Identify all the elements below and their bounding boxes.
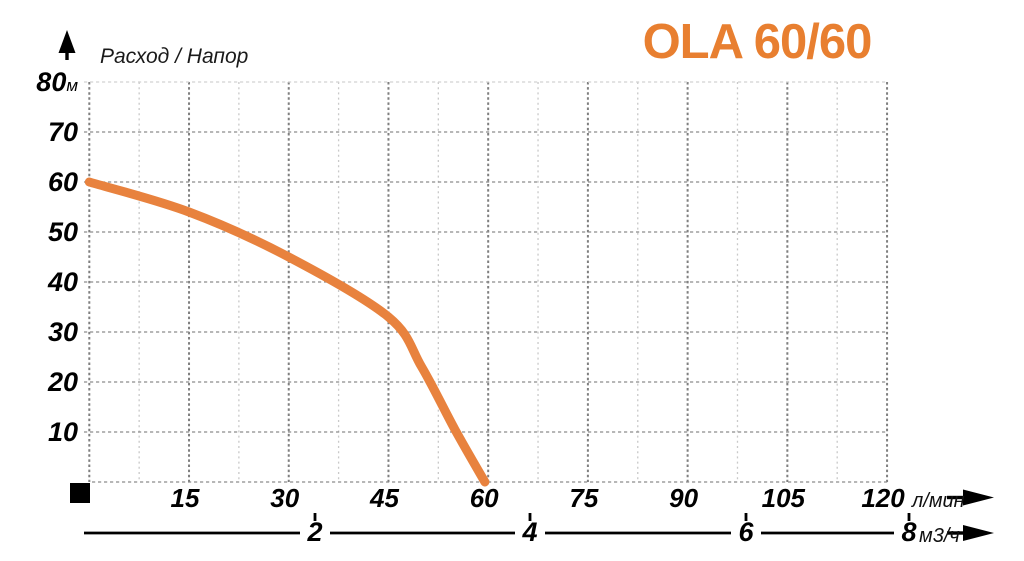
x-tick-label: 60 [469,483,499,513]
secondary-tick-label: 4 [522,517,538,547]
y-tick-label: 20 [47,367,78,397]
y-tick-label: 50 [47,217,78,247]
y-tick-label: 70 [47,117,78,147]
secondary-axis-tick [744,513,748,521]
y-axis-unit-label: м [66,76,78,95]
y-tick-label: 30 [47,317,78,347]
secondary-axis-tick-marks [313,513,911,521]
secondary-tick-label: 8 [901,517,917,547]
secondary-axis-arrow-icon [947,525,994,541]
chart-title: OLA 60/60 [642,15,873,69]
secondary-tick-label: 2 [307,517,323,547]
secondary-axis-tick [313,513,317,521]
secondary-axis-unit-label: м3/ч [919,525,960,547]
x-axis-unit-label: л/мин [912,490,965,512]
secondary-axis-tick [528,513,532,521]
x-tick-label: 90 [669,483,699,513]
x-tick-label: 30 [270,483,300,513]
x-tick-label: 15 [170,483,200,513]
origin-square [70,483,90,503]
y-tick-label: 10 [47,417,78,447]
grid-vertical-minor-lines [138,82,838,482]
secondary-axis-tick [907,513,911,521]
y-tick-label: 80м [36,67,78,97]
x-tick-label: 120 [861,483,905,513]
x-tick-label: 105 [761,483,806,513]
x-tick-label: 45 [369,483,399,513]
pump-curve [84,177,490,487]
secondary-tick-label: 6 [738,517,754,547]
y-axis-caption: Расход / Напор [100,45,249,68]
x-tick-label: 75 [569,483,599,513]
y-tick-label: 40 [47,267,78,297]
y-axis-arrow-icon [58,30,76,60]
x-axis-arrow-icon [947,489,994,506]
y-tick-label: 60 [47,167,78,197]
grid-horizontal-lines [84,81,888,483]
